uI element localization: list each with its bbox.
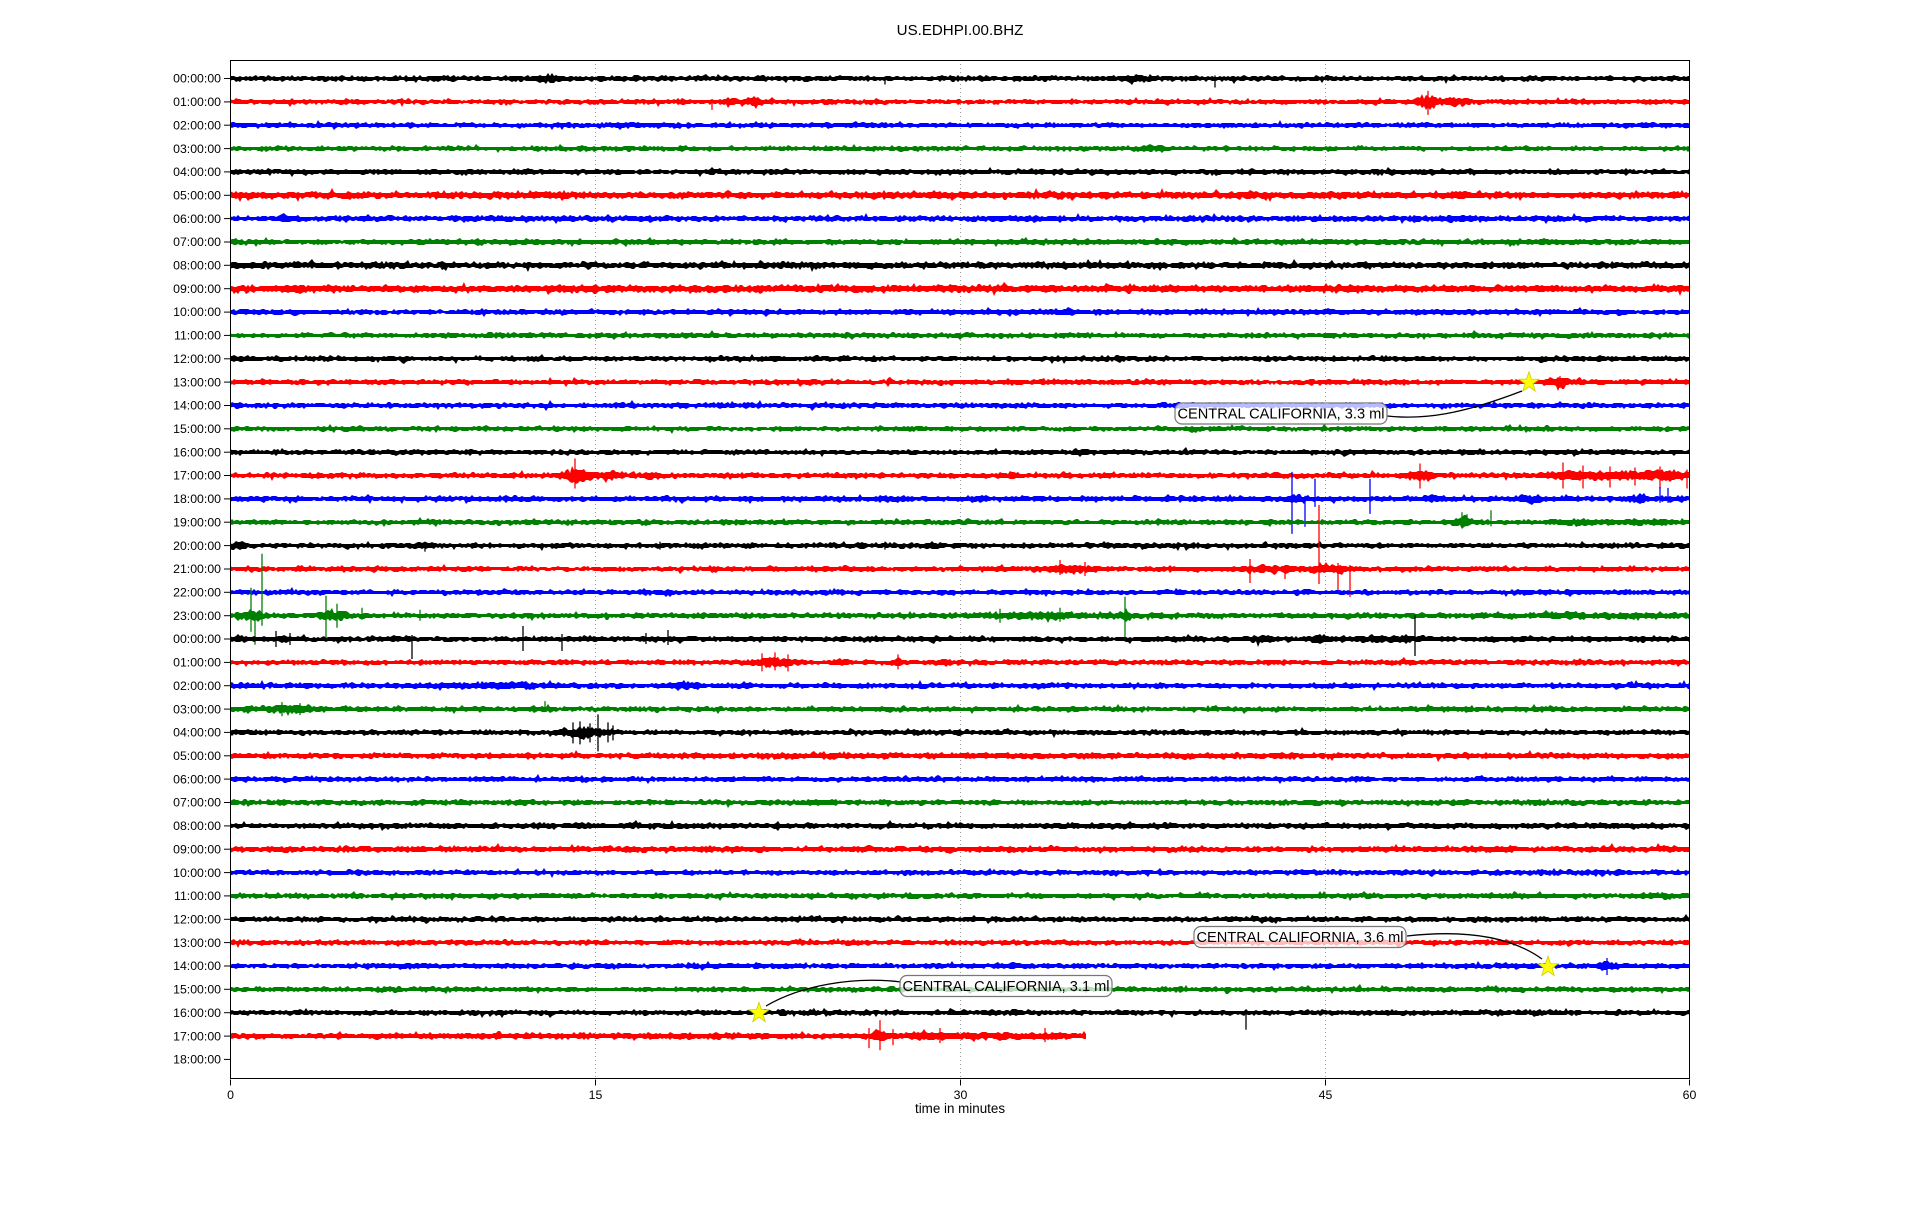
svg-text:01:00:00: 01:00:00: [173, 656, 221, 670]
svg-text:14:00:00: 14:00:00: [173, 959, 221, 973]
svg-text:time in minutes: time in minutes: [915, 1101, 1005, 1116]
svg-text:07:00:00: 07:00:00: [173, 796, 221, 810]
svg-text:10:00:00: 10:00:00: [173, 866, 221, 880]
svg-text:10:00:00: 10:00:00: [173, 305, 221, 319]
svg-text:11:00:00: 11:00:00: [174, 329, 221, 343]
svg-text:15:00:00: 15:00:00: [173, 422, 221, 436]
svg-text:08:00:00: 08:00:00: [173, 259, 221, 273]
svg-text:14:00:00: 14:00:00: [173, 399, 221, 413]
svg-text:12:00:00: 12:00:00: [173, 352, 221, 366]
svg-text:CENTRAL CALIFORNIA, 3.1 ml: CENTRAL CALIFORNIA, 3.1 ml: [902, 979, 1109, 995]
svg-text:CENTRAL CALIFORNIA, 3.6 ml: CENTRAL CALIFORNIA, 3.6 ml: [1196, 930, 1403, 946]
svg-text:20:00:00: 20:00:00: [173, 539, 221, 553]
svg-text:30: 30: [954, 1088, 968, 1102]
svg-text:18:00:00: 18:00:00: [173, 492, 221, 506]
svg-text:23:00:00: 23:00:00: [173, 609, 221, 623]
svg-text:02:00:00: 02:00:00: [173, 679, 221, 693]
svg-text:06:00:00: 06:00:00: [173, 772, 221, 786]
svg-text:CENTRAL CALIFORNIA, 3.3 ml: CENTRAL CALIFORNIA, 3.3 ml: [1177, 406, 1384, 422]
svg-text:11:00:00: 11:00:00: [174, 889, 221, 903]
svg-text:09:00:00: 09:00:00: [173, 842, 221, 856]
svg-text:01:00:00: 01:00:00: [173, 95, 221, 109]
svg-text:03:00:00: 03:00:00: [173, 142, 221, 156]
svg-text:17:00:00: 17:00:00: [173, 469, 221, 483]
svg-text:04:00:00: 04:00:00: [173, 165, 221, 179]
svg-text:03:00:00: 03:00:00: [173, 702, 221, 716]
svg-text:08:00:00: 08:00:00: [173, 819, 221, 833]
svg-text:17:00:00: 17:00:00: [173, 1029, 221, 1043]
svg-text:07:00:00: 07:00:00: [173, 235, 221, 249]
svg-text:16:00:00: 16:00:00: [173, 445, 221, 459]
svg-text:21:00:00: 21:00:00: [173, 562, 221, 576]
svg-text:15: 15: [589, 1088, 603, 1102]
svg-text:60: 60: [1683, 1088, 1697, 1102]
svg-text:13:00:00: 13:00:00: [173, 936, 221, 950]
svg-text:06:00:00: 06:00:00: [173, 212, 221, 226]
svg-text:04:00:00: 04:00:00: [173, 726, 221, 740]
svg-text:19:00:00: 19:00:00: [173, 515, 221, 529]
svg-text:18:00:00: 18:00:00: [173, 1053, 221, 1067]
svg-text:05:00:00: 05:00:00: [173, 749, 221, 763]
svg-text:12:00:00: 12:00:00: [173, 913, 221, 927]
svg-text:13:00:00: 13:00:00: [173, 375, 221, 389]
svg-text:45: 45: [1319, 1088, 1333, 1102]
svg-text:00:00:00: 00:00:00: [173, 72, 221, 86]
svg-text:02:00:00: 02:00:00: [173, 118, 221, 132]
svg-text:0: 0: [227, 1088, 234, 1102]
svg-text:22:00:00: 22:00:00: [173, 586, 221, 600]
svg-text:15:00:00: 15:00:00: [173, 983, 221, 997]
svg-text:05:00:00: 05:00:00: [173, 189, 221, 203]
svg-text:00:00:00: 00:00:00: [173, 632, 221, 646]
svg-text:US.EDHPI.00.BHZ: US.EDHPI.00.BHZ: [897, 22, 1024, 39]
svg-text:16:00:00: 16:00:00: [173, 1006, 221, 1020]
svg-text:09:00:00: 09:00:00: [173, 282, 221, 296]
